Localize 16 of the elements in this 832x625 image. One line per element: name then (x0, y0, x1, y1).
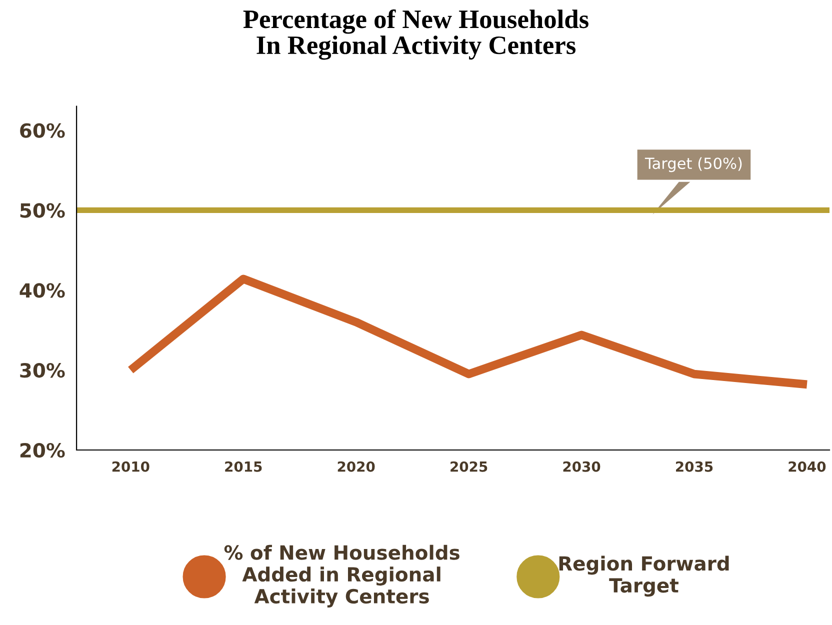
x-tick-label: 2040 (788, 461, 826, 472)
legend-label: Region Forward Target (559, 556, 729, 597)
x-tick-label: 2020 (338, 461, 375, 472)
x-tick-label: 2025 (450, 461, 488, 472)
x-tick-label: 2035 (676, 461, 713, 472)
x-tick-label: 2015 (225, 461, 262, 472)
y-tick-label: 30% (20, 363, 65, 378)
annotation: Target (50%) (644, 157, 742, 172)
legend-label: % of New Households Added in Regional Activity Centers (224, 544, 460, 608)
y-tick-label: 20% (20, 442, 65, 458)
y-tick-label: 40% (20, 283, 65, 298)
x-tick-label: 2010 (112, 461, 150, 472)
chart-title: Percentage of New Households In Regional Activity Centers (243, 9, 588, 60)
y-tick-label: 50% (20, 203, 65, 218)
y-tick-label: 60% (20, 123, 65, 138)
x-tick-label: 2030 (563, 461, 600, 472)
